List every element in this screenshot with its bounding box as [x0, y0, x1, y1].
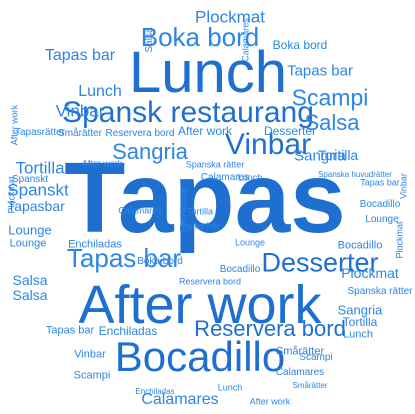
cloud-word: Desserter: [263, 124, 317, 138]
cloud-word: Reservera bord: [178, 276, 242, 287]
cloud-word: Smårätter: [292, 381, 328, 390]
cloud-word: Smårätter: [58, 128, 102, 139]
cloud-word: Spanska rätter: [347, 286, 413, 297]
cloud-word: Salsa: [304, 110, 360, 135]
cloud-word: Reservera bord: [105, 128, 175, 139]
cloud-word: Spanska huvudrätter: [318, 170, 392, 179]
cloud-word: Lounge: [365, 214, 399, 225]
cloud-word: Enchiladas: [178, 187, 189, 233]
cloud-word: Lounge: [234, 237, 266, 248]
cloud-word: After work: [81, 158, 123, 169]
cloud-word: Salsa: [12, 287, 48, 303]
cloud-word: Tortilla: [15, 158, 65, 178]
cloud-word: Lunch: [78, 83, 122, 100]
cloud-word: Salsa: [12, 272, 48, 288]
cloud-word: Salsa: [144, 27, 155, 53]
cloud-word: Spansk restaurang: [62, 96, 314, 129]
cloud-word: Bocadillo: [359, 199, 401, 210]
cloud-word: After work: [249, 396, 291, 407]
cloud-word: Vinbar: [224, 128, 312, 161]
cloud-word: Tapas bar: [180, 220, 220, 231]
cloud-word: Lunch: [128, 40, 288, 105]
cloud-word: Boka bord: [140, 22, 260, 52]
cloud-word: Spanska rätter: [185, 159, 245, 170]
cloud-word: Boka bord: [137, 256, 183, 267]
cloud-word: Tapas bar: [44, 47, 116, 64]
cloud-word: Spanskt: [11, 174, 49, 185]
cloud-word: Enchiladas: [135, 387, 175, 396]
cloud-word: Reservera bord: [194, 316, 346, 341]
cloud-word: Tortilla: [317, 147, 359, 163]
cloud-word: Bocadillo: [337, 239, 383, 252]
cloud-word: Vinbar: [55, 101, 105, 121]
cloud-word: Tapasbar: [7, 198, 65, 214]
cloud-word: Desserter: [261, 247, 379, 278]
cloud-word: Tortilla: [342, 315, 378, 329]
cloud-word: Calamares: [275, 367, 325, 378]
cloud-word: Tapasrätter: [14, 127, 66, 138]
cloud-word: Smårätter: [275, 345, 325, 358]
cloud-word: Lunch: [343, 328, 373, 341]
cloud-word: After work: [177, 124, 233, 138]
cloud-word: Plockmat: [6, 176, 17, 214]
cloud-word: Bocadillo: [219, 264, 261, 275]
cloud-word: Tapas bar: [287, 62, 353, 80]
cloud-word: Tapas bar: [66, 243, 182, 273]
cloud-word: Bocadillo: [114, 333, 286, 380]
cloud-word: Enchiladas: [98, 324, 158, 338]
cloud-word: Scampi: [299, 352, 333, 363]
cloud-word: Plockmat: [341, 265, 399, 281]
cloud-word: Tapas: [64, 142, 346, 254]
cloud-word: Sangria: [112, 139, 188, 164]
cloud-word: Calamares: [200, 172, 250, 183]
cloud-word: Sangria: [294, 147, 346, 165]
cloud-word: Scampi: [291, 84, 369, 111]
cloud-word: After work: [9, 104, 20, 146]
cloud-word: Lounge: [9, 237, 47, 250]
cloud-word: Plockmat: [195, 7, 265, 27]
cloud-word: Plockmat: [394, 221, 405, 259]
cloud-word: Scampi: [73, 369, 111, 382]
cloud-word: Spanskt: [7, 180, 69, 200]
cloud-word: Calamares: [118, 205, 162, 216]
cloud-word: Lounge: [8, 222, 52, 238]
cloud-word: Calamares: [240, 18, 251, 62]
cloud-word: Vinbar: [74, 348, 106, 361]
cloud-word: After work: [78, 275, 322, 335]
cloud-word: Vinbar: [398, 173, 409, 199]
cloud-word: Enchiladas: [68, 238, 122, 251]
cloud-word: Tortilla: [186, 206, 214, 217]
cloud-word: Sangria: [337, 302, 383, 318]
cloud-word: Tapas bar: [360, 177, 400, 188]
cloud-word: Lunch: [237, 172, 263, 183]
cloud-word: Lunch: [217, 382, 243, 393]
cloud-word: Calamares: [141, 391, 219, 408]
cloud-word: Tapas bar: [45, 324, 95, 337]
cloud-word: Boka bord: [272, 38, 328, 52]
